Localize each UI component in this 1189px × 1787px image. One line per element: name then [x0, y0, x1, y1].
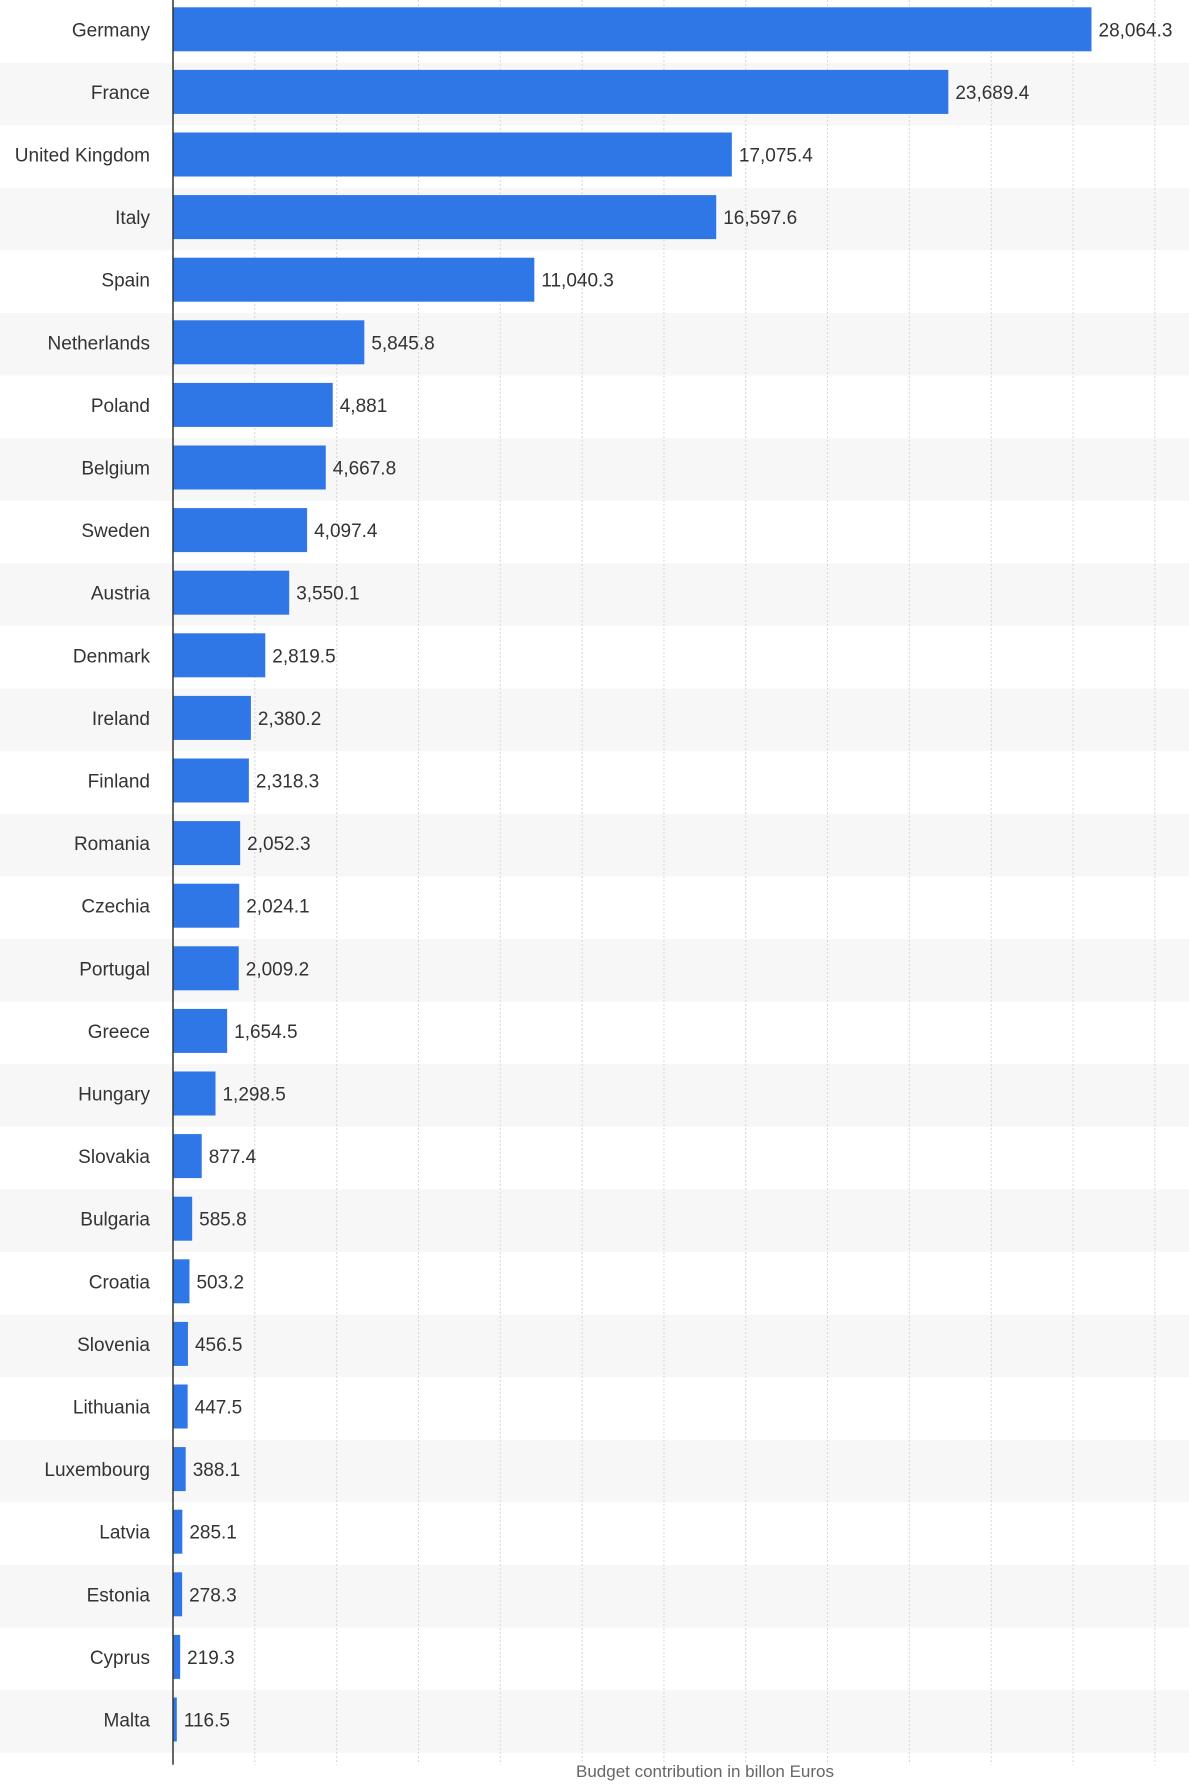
row-stripe [0, 1690, 1189, 1753]
value-label: 116.5 [184, 1711, 230, 1732]
category-label: Bulgaria [80, 1210, 150, 1231]
value-labels: 28,064.3 23,689.4 17,075.4 16,597.6 11,040.3… [184, 20, 1173, 1731]
value-label: 1,298.5 [222, 1085, 285, 1106]
category-label: Luxembourg [44, 1460, 150, 1481]
bar [173, 1008, 228, 1053]
value-label: 2,024.1 [246, 897, 309, 918]
bar [173, 257, 535, 302]
value-label: 388.1 [193, 1460, 241, 1481]
value-label: 285.1 [189, 1523, 237, 1544]
value-label: 2,380.2 [258, 709, 321, 730]
value-label: 28,064.3 [1099, 20, 1173, 41]
bar [173, 1634, 181, 1679]
value-label: 16,597.6 [723, 208, 797, 229]
category-label: Czechia [81, 897, 150, 918]
bar [173, 7, 1092, 52]
bar [173, 821, 241, 866]
bar [173, 195, 717, 240]
bar [173, 382, 333, 427]
bar [173, 633, 266, 678]
value-label: 503.2 [196, 1272, 244, 1293]
bar [173, 1447, 186, 1492]
value-label: 2,819.5 [272, 646, 335, 667]
value-label: 447.5 [195, 1398, 243, 1419]
value-label: 456.5 [195, 1335, 243, 1356]
category-label: Germany [72, 20, 151, 41]
category-label: Italy [115, 208, 150, 229]
bar [173, 508, 308, 553]
value-label: 2,052.3 [247, 834, 310, 855]
category-label: Ireland [92, 709, 150, 730]
category-label: Denmark [73, 646, 151, 667]
value-label: 4,881 [340, 396, 388, 417]
category-label: Cyprus [90, 1648, 150, 1669]
category-label: Finland [88, 772, 150, 793]
value-label: 23,689.4 [955, 83, 1029, 104]
bar [173, 132, 732, 177]
bar [173, 695, 251, 740]
value-label: 11,040.3 [541, 271, 614, 292]
category-label: United Kingdom [15, 146, 150, 167]
bar [173, 570, 290, 615]
bar [173, 1572, 183, 1617]
value-label: 4,667.8 [333, 459, 396, 480]
bar [173, 1071, 216, 1116]
category-label: Austria [91, 584, 151, 605]
value-label: 2,318.3 [256, 772, 319, 793]
category-label: Netherlands [48, 333, 150, 354]
x-axis-label: Budget contribution in billon Euros [576, 1762, 834, 1781]
category-label: Lithuania [73, 1398, 151, 1419]
category-label: Greece [88, 1022, 150, 1043]
value-label: 1,654.5 [234, 1022, 297, 1043]
value-label: 17,075.4 [739, 146, 813, 167]
bar [173, 1196, 193, 1241]
category-labels: Germany France United Kingdom Italy Spain Net… [15, 20, 151, 1731]
bar [173, 1321, 188, 1366]
category-label: Latvia [99, 1523, 150, 1544]
bar [173, 1134, 202, 1179]
bar [173, 1259, 190, 1304]
category-label: Estonia [87, 1585, 151, 1606]
value-label: 585.8 [199, 1210, 247, 1231]
category-label: Spain [101, 271, 150, 292]
category-label: Sweden [81, 521, 150, 542]
category-label: Belgium [81, 459, 150, 480]
bar [173, 1384, 188, 1429]
bar [173, 320, 365, 365]
value-label: 4,097.4 [314, 521, 378, 542]
category-label: Hungary [78, 1085, 150, 1106]
bar [173, 946, 239, 991]
category-label: Malta [104, 1711, 151, 1732]
value-label: 278.3 [189, 1585, 237, 1606]
value-label: 5,845.8 [371, 333, 434, 354]
category-label: Slovenia [77, 1335, 150, 1356]
bar [173, 758, 249, 803]
bar [173, 1509, 183, 1554]
bar [173, 1697, 177, 1742]
bars [173, 7, 1092, 1742]
bar [173, 69, 949, 114]
value-label: 877.4 [209, 1147, 257, 1168]
category-label: Portugal [79, 959, 150, 980]
value-label: 3,550.1 [296, 584, 359, 605]
bar [173, 883, 240, 928]
category-label: Slovakia [78, 1147, 150, 1168]
row-stripe [0, 1439, 1189, 1503]
bar [173, 445, 326, 490]
category-label: Romania [74, 834, 150, 855]
category-label: Croatia [89, 1272, 151, 1293]
category-label: France [91, 83, 150, 104]
value-label: 2,009.2 [246, 959, 309, 980]
value-label: 219.3 [187, 1648, 235, 1669]
category-label: Poland [91, 396, 150, 417]
